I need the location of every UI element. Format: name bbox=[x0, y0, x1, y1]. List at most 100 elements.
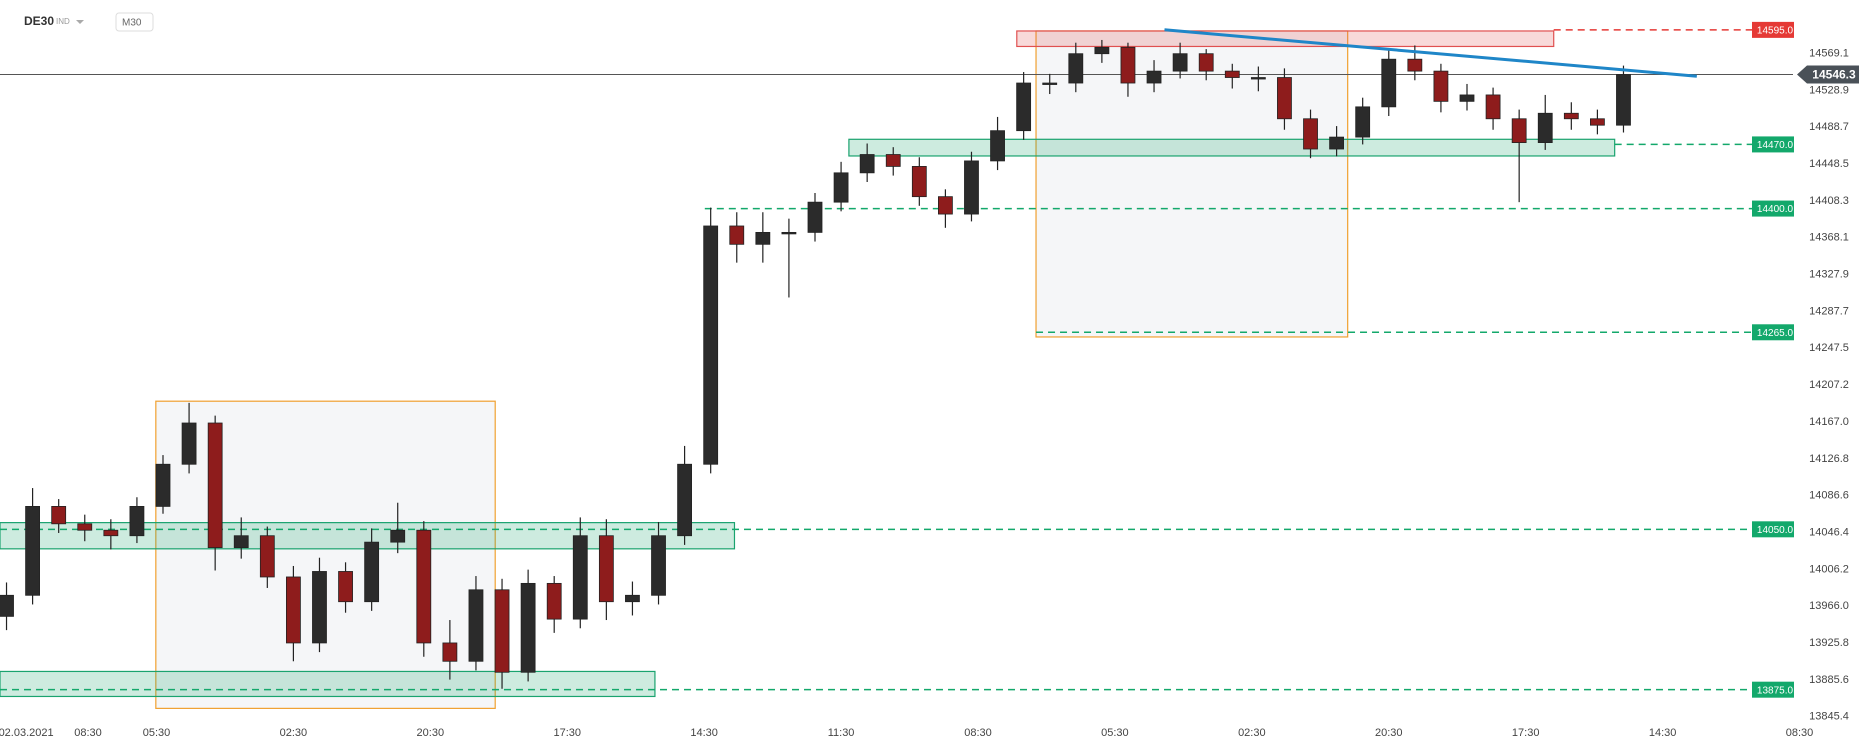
level-label: 14470.0 bbox=[1757, 140, 1794, 151]
y-tick-label: 13885.6 bbox=[1809, 674, 1849, 686]
candle-body bbox=[103, 529, 119, 537]
candle-body bbox=[468, 589, 484, 662]
candle-body bbox=[1146, 70, 1162, 84]
candle-body bbox=[807, 201, 823, 233]
candle-body bbox=[416, 529, 432, 644]
candle-body bbox=[1433, 70, 1449, 102]
candle-body bbox=[833, 172, 849, 203]
level-tag bbox=[1752, 521, 1798, 538]
candle-body bbox=[259, 535, 275, 578]
y-tick-label: 14247.5 bbox=[1809, 342, 1849, 354]
candle-body bbox=[964, 160, 979, 215]
candle-body bbox=[1563, 112, 1579, 120]
candle-body bbox=[729, 225, 745, 245]
candle-body bbox=[1511, 118, 1527, 143]
x-tick-label: 20:30 bbox=[1375, 727, 1403, 739]
candle-body bbox=[911, 166, 927, 198]
candle-body bbox=[938, 196, 953, 215]
x-tick-label: 14:30 bbox=[690, 727, 718, 739]
candle-body bbox=[442, 642, 458, 662]
candle-body bbox=[285, 576, 301, 644]
last-price-label: 14546.3 bbox=[1812, 68, 1856, 82]
price-axis-bg bbox=[1794, 0, 1866, 748]
candle-body bbox=[1303, 118, 1318, 150]
candle-body bbox=[25, 506, 41, 596]
level-label: 13875.0 bbox=[1757, 685, 1794, 696]
x-tick-label: 05:30 bbox=[143, 727, 171, 739]
y-tick-label: 13925.8 bbox=[1809, 637, 1849, 649]
candle-body bbox=[233, 535, 249, 549]
candle-body bbox=[129, 506, 145, 537]
candle-body bbox=[1250, 77, 1266, 80]
x-tick-label: 08:30 bbox=[1786, 727, 1814, 739]
x-tick-label: 17:30 bbox=[1512, 727, 1540, 739]
candle-body bbox=[1355, 106, 1371, 138]
candle-body bbox=[1537, 112, 1553, 143]
y-tick-label: 14528.9 bbox=[1809, 84, 1849, 96]
symbol: DE30 bbox=[24, 14, 54, 28]
candle-body bbox=[494, 589, 510, 673]
candle-body bbox=[1485, 94, 1501, 120]
candle-body bbox=[651, 535, 666, 596]
x-tick-label: 02.03.2021 bbox=[0, 727, 54, 739]
level-tag bbox=[1752, 200, 1798, 217]
y-tick-label: 14488.7 bbox=[1809, 121, 1849, 133]
y-tick-label: 14167.0 bbox=[1809, 416, 1849, 428]
candle-body bbox=[77, 523, 93, 531]
candle-body bbox=[1094, 46, 1110, 55]
y-tick-label: 14287.7 bbox=[1809, 305, 1849, 317]
y-tick-label: 13845.4 bbox=[1809, 711, 1849, 723]
y-tick-label: 14569.1 bbox=[1809, 48, 1849, 60]
level-tag bbox=[1752, 324, 1798, 341]
zone bbox=[155, 400, 496, 709]
candle-body bbox=[0, 594, 14, 617]
x-tick-label: 08:30 bbox=[74, 727, 102, 739]
x-tick-label: 02:30 bbox=[280, 727, 308, 739]
candle-body bbox=[390, 529, 406, 543]
timeframe-button[interactable] bbox=[115, 12, 154, 32]
zone bbox=[848, 138, 1616, 157]
candle-body bbox=[1590, 118, 1605, 126]
candle-body bbox=[755, 231, 771, 245]
y-tick-label: 13966.0 bbox=[1809, 600, 1849, 612]
zone bbox=[0, 670, 656, 698]
candle-body bbox=[181, 422, 197, 465]
x-tick-label: 08:30 bbox=[964, 727, 992, 739]
candle-body bbox=[1407, 58, 1423, 72]
candle-body bbox=[1381, 58, 1397, 108]
level-tag bbox=[1752, 136, 1798, 153]
y-tick-label: 14368.1 bbox=[1809, 232, 1849, 244]
level-label: 14595.0 bbox=[1757, 26, 1794, 37]
candle-body bbox=[155, 463, 171, 507]
y-tick-label: 14086.6 bbox=[1809, 490, 1849, 502]
candle-body bbox=[1016, 82, 1032, 132]
candle-body bbox=[1459, 94, 1475, 102]
candle-body bbox=[572, 535, 588, 620]
dropdown-icon[interactable] bbox=[76, 20, 84, 24]
candle-body bbox=[885, 154, 901, 167]
x-tick-label: 05:30 bbox=[1101, 727, 1129, 739]
candle-body bbox=[598, 535, 614, 603]
level-tag bbox=[1752, 21, 1798, 38]
y-tick-label: 14126.8 bbox=[1809, 453, 1849, 465]
level-label: 14265.0 bbox=[1757, 328, 1794, 339]
candle-body bbox=[51, 506, 67, 525]
zone bbox=[1016, 30, 1555, 48]
candle-body bbox=[1329, 136, 1344, 150]
level-label: 14050.0 bbox=[1757, 525, 1794, 536]
x-tick-label: 11:30 bbox=[828, 727, 855, 739]
candle-body bbox=[312, 571, 327, 644]
candle-body bbox=[703, 225, 719, 465]
candle-body bbox=[546, 582, 562, 620]
candle-body bbox=[520, 582, 536, 673]
candle-body bbox=[625, 594, 640, 603]
candle-body bbox=[1068, 53, 1084, 84]
candle-body bbox=[1616, 74, 1631, 126]
candle-body bbox=[677, 463, 692, 537]
candle-body bbox=[1277, 77, 1292, 120]
candle-body bbox=[338, 571, 353, 603]
candle-body bbox=[1172, 53, 1188, 72]
zone bbox=[1035, 30, 1349, 338]
level-tag bbox=[1752, 681, 1798, 698]
